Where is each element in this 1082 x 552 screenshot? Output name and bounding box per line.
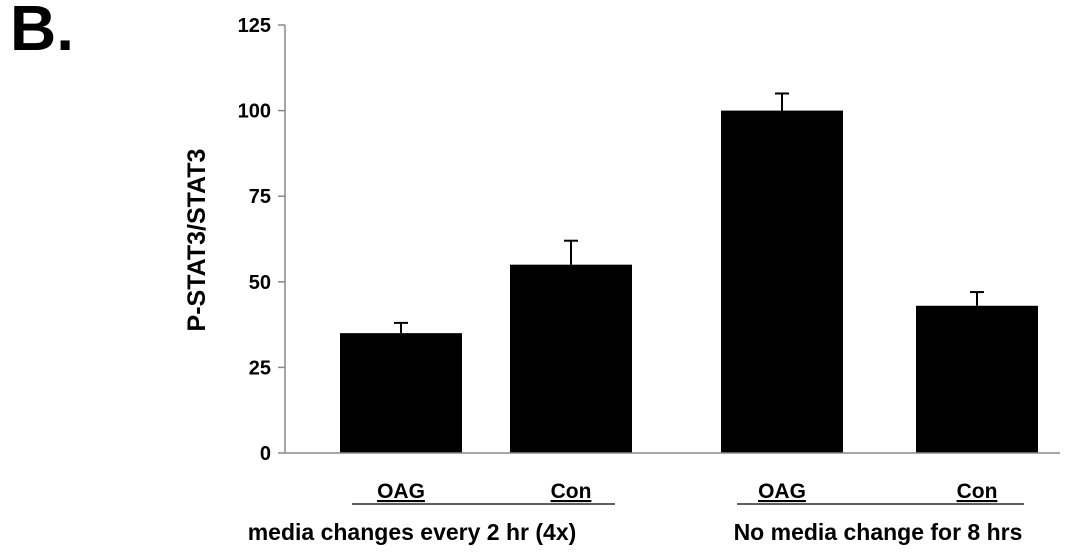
y-tick-label: 0	[260, 443, 271, 465]
bar	[510, 264, 632, 453]
x-axis: OAG Con OAG Con	[285, 452, 1060, 503]
x-tick-label: OAG	[758, 480, 806, 503]
group-label: No media change for 8 hrs	[734, 519, 1023, 545]
y-tick-label: 25	[249, 357, 271, 379]
y-tick-label: 50	[249, 272, 271, 294]
y-tick-label: 75	[249, 186, 271, 208]
bar	[340, 333, 462, 453]
x-tick-label: OAG	[377, 480, 425, 503]
bar	[916, 305, 1038, 453]
group-label: media changes every 2 hr (4x)	[248, 519, 577, 545]
error-bars	[394, 92, 984, 334]
x-tick-label: Con	[551, 480, 592, 503]
bar	[721, 110, 843, 453]
y-tick-label: 100	[238, 101, 271, 123]
y-tick-label: 125	[238, 15, 271, 37]
y-axis-label: P-STAT3/STAT3	[183, 149, 211, 332]
bars	[340, 110, 1038, 453]
x-tick-label: Con	[957, 480, 998, 503]
group-labels: media changes every 2 hr (4x) No media ch…	[248, 503, 1024, 545]
y-axis: 0 25 50 75 100 125	[238, 15, 286, 465]
panel-label: B.	[10, 0, 74, 64]
